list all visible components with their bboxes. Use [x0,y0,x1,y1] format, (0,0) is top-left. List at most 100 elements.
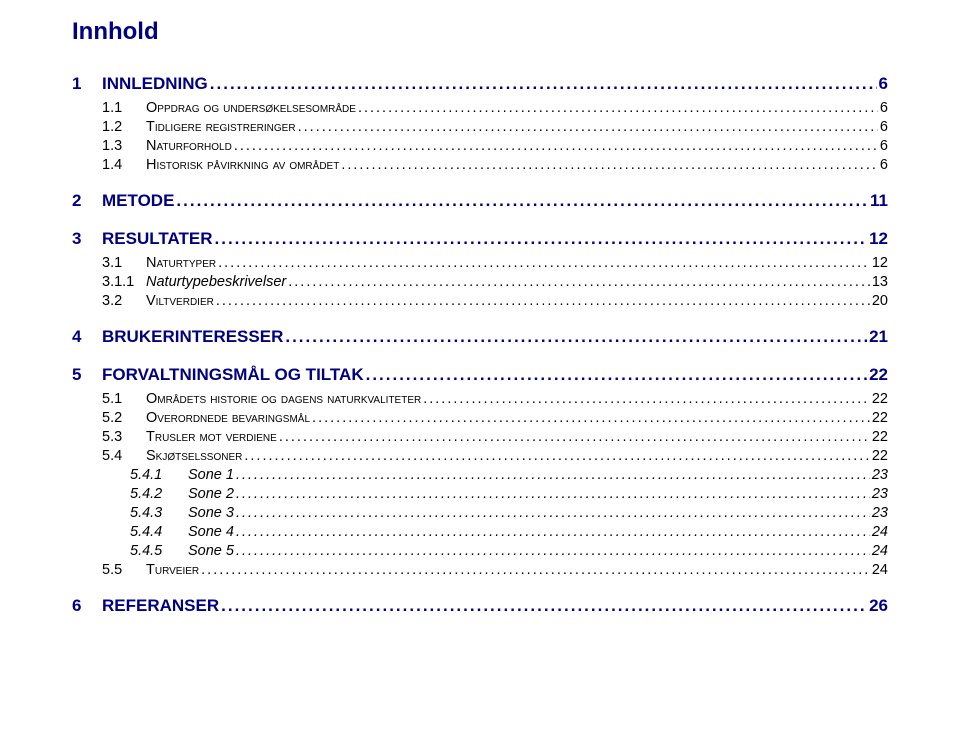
toc-page-no: 22 [872,410,888,426]
toc-leader [216,293,870,309]
toc-leader [279,429,870,445]
toc-label: Historisk påvirkning av området [146,157,339,173]
toc-num: 5.4 [102,448,146,464]
toc-leader [312,410,870,426]
toc-label: FORVALTNINGSMÅL OG TILTAK [102,365,364,384]
toc-num: 5.4.3 [130,505,188,521]
toc-entry-5: 5FORVALTNINGSMÅL OG TILTAK 22 [72,365,888,385]
toc-label: Naturtyper [146,255,216,271]
toc-label: Sone 2 [188,486,234,502]
toc-page-no: 6 [880,157,888,173]
toc-page-no: 26 [869,596,888,616]
toc-page-no: 23 [872,486,888,502]
toc-num: 5.1 [102,391,146,407]
toc-num: 5 [72,365,102,385]
toc-entry-5-4-4: 5.4.4Sone 4 24 [72,524,888,540]
toc-leader [358,100,878,116]
toc-leader [215,229,868,249]
toc-entry-1-4: 1.4Historisk påvirkning av området 6 [72,157,888,173]
toc-entry-1-3: 1.3Naturforhold 6 [72,138,888,154]
toc-entry-5-5: 5.5Turveier 24 [72,562,888,578]
toc-leader [221,596,867,616]
toc-entry-1-1: 1.1Oppdrag og undersøkelsesområde 6 [72,100,888,116]
toc-label: Turveier [146,562,199,578]
toc-label: Naturtypebeskrivelser [146,274,286,290]
toc-label: BRUKERINTERESSER [102,327,283,346]
toc-num: 3.1 [102,255,146,271]
toc-page-no: 6 [880,100,888,116]
toc-entry-4: 4BRUKERINTERESSER 21 [72,327,888,347]
toc-page-no: 21 [869,327,888,347]
toc-label: Naturforhold [146,138,232,154]
toc-entry-5-4-5: 5.4.5Sone 5 24 [72,543,888,559]
toc-num: 1 [72,74,102,94]
toc-entry-1-2: 1.2Tidligere registreringer 6 [72,119,888,135]
toc-leader [236,467,870,483]
toc-leader [218,255,870,271]
toc-label: Viltverdier [146,293,214,309]
toc-num: 1.4 [102,157,146,173]
toc-page-no: 22 [872,391,888,407]
toc-num: 5.4.1 [130,467,188,483]
toc-num: 3.2 [102,293,146,309]
toc-leader [236,524,870,540]
toc-label: Trusler mot verdiene [146,429,277,445]
toc-leader [288,274,870,290]
toc-label: METODE [102,191,174,210]
toc-label: INNLEDNING [102,74,208,93]
toc-num: 6 [72,596,102,616]
toc-leader [236,543,870,559]
toc-page-no: 23 [872,505,888,521]
toc-label: Sone 5 [188,543,234,559]
toc-entry-3: 3RESULTATER 12 [72,229,888,249]
toc-num: 1.2 [102,119,146,135]
toc-page-no: 20 [872,293,888,309]
toc-label: Områdets historie og dagens naturkvalite… [146,391,421,407]
toc-page-no: 12 [872,255,888,271]
toc-leader [201,562,870,578]
toc-page: Innhold 1INNLEDNING 6 1.1Oppdrag og unde… [0,0,960,616]
toc-num: 5.5 [102,562,146,578]
toc-page-no: 24 [872,543,888,559]
toc-leader [298,119,878,135]
toc-entry-5-4-1: 5.4.1Sone 1 23 [72,467,888,483]
toc-page-no: 24 [872,562,888,578]
toc-entry-5-4-2: 5.4.2Sone 2 23 [72,486,888,502]
toc-entry-5-4-3: 5.4.3Sone 3 23 [72,505,888,521]
toc-entry-5-2: 5.2Overordnede bevaringsmål 22 [72,410,888,426]
toc-num: 1.1 [102,100,146,116]
toc-leader [341,157,878,173]
toc-leader [285,327,867,347]
toc-entry-5-4: 5.4Skjøtselssoner 22 [72,448,888,464]
toc-leader [244,448,869,464]
toc-label: Skjøtselssoner [146,448,242,464]
toc-entry-3-2: 3.2Viltverdier 20 [72,293,888,309]
toc-num: 5.4.2 [130,486,188,502]
toc-label: Tidligere registreringer [146,119,296,135]
toc-num: 5.4.4 [130,524,188,540]
toc-page-no: 6 [880,119,888,135]
toc-page-no: 22 [872,448,888,464]
toc-leader [234,138,878,154]
toc-leader [236,505,870,521]
toc-num: 3.1.1 [102,274,146,290]
toc-page-no: 11 [870,191,888,211]
toc-entry-3-1: 3.1Naturtyper 12 [72,255,888,271]
toc-page-no: 13 [872,274,888,290]
toc-label: Oppdrag og undersøkelsesområde [146,100,356,116]
toc-num: 1.3 [102,138,146,154]
toc-page-no: 23 [872,467,888,483]
toc-leader [423,391,870,407]
toc-entry-5-1: 5.1Områdets historie og dagens naturkval… [72,391,888,407]
toc-page-no: 6 [879,74,888,94]
toc-label: Sone 3 [188,505,234,521]
toc-leader [176,191,868,211]
toc-label: Sone 1 [188,467,234,483]
toc-title: Innhold [72,18,888,46]
toc-leader [366,365,867,385]
toc-entry-5-3: 5.3Trusler mot verdiene 22 [72,429,888,445]
toc-num: 3 [72,229,102,249]
toc-page-no: 6 [880,138,888,154]
toc-page-no: 22 [872,429,888,445]
toc-leader [236,486,870,502]
